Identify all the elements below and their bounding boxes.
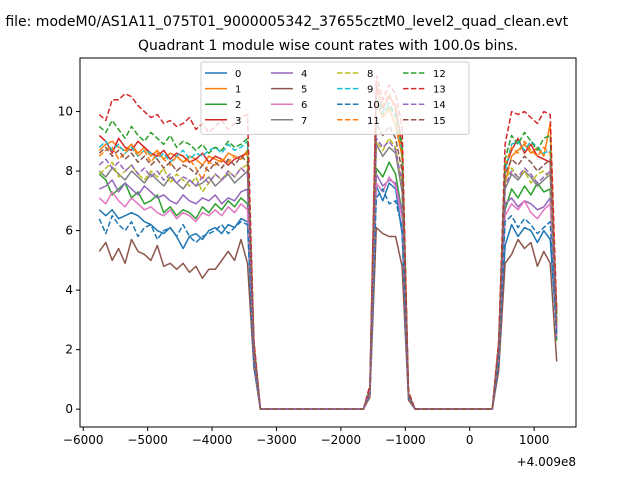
x-tick-label: −5000: [127, 433, 168, 447]
legend-label-14: 14: [433, 100, 446, 111]
axes: −6000 −5000 −4000 −3000 −2000 −1000 0 1000 0 2 4 6 8…: [58, 105, 550, 447]
legend-label-5: 5: [301, 85, 307, 96]
x-tick-label: −4000: [192, 433, 233, 447]
y-tick-label: 0: [65, 402, 73, 416]
x-tick-label: 0: [466, 433, 474, 447]
legend-label-7: 7: [301, 116, 307, 127]
legend-label-10: 10: [367, 100, 380, 111]
legend-label-2: 2: [235, 100, 241, 111]
x-tick-label: −6000: [63, 433, 104, 447]
chart-title: Quadrant 1 module wise count rates with …: [138, 38, 518, 54]
x-offset-label: +4.009e8: [517, 455, 576, 469]
figure-suptitle: n file: modeM0/AS1A11_075T01_9000005342_…: [0, 14, 569, 30]
x-tick-label: −1000: [385, 433, 426, 447]
y-tick-label: 2: [65, 343, 73, 357]
y-tick-label: 4: [65, 283, 73, 297]
legend-label-3: 3: [235, 116, 241, 127]
plot-area-frame: [79, 57, 577, 428]
legend-label-13: 13: [433, 85, 446, 96]
x-tick-label: −3000: [256, 433, 297, 447]
y-tick-label: 10: [58, 105, 73, 119]
y-tick-label: 8: [65, 164, 73, 178]
legend-label-8: 8: [367, 69, 373, 80]
legend-label-0: 0: [235, 69, 241, 80]
series-line-15: [98, 122, 558, 410]
y-tick-label: 6: [65, 224, 73, 238]
x-tick-label: −2000: [321, 433, 362, 447]
plot-area: [98, 75, 558, 410]
legend-label-9: 9: [367, 85, 373, 96]
x-tick-label: 1000: [519, 433, 550, 447]
legend-label-4: 4: [301, 69, 307, 80]
legend-label-1: 1: [235, 85, 241, 96]
legend-label-11: 11: [367, 116, 380, 127]
legend-box: [200, 61, 470, 135]
legend-label-6: 6: [301, 100, 307, 111]
legend-label-12: 12: [433, 69, 446, 80]
legend-label-15: 15: [433, 116, 446, 127]
